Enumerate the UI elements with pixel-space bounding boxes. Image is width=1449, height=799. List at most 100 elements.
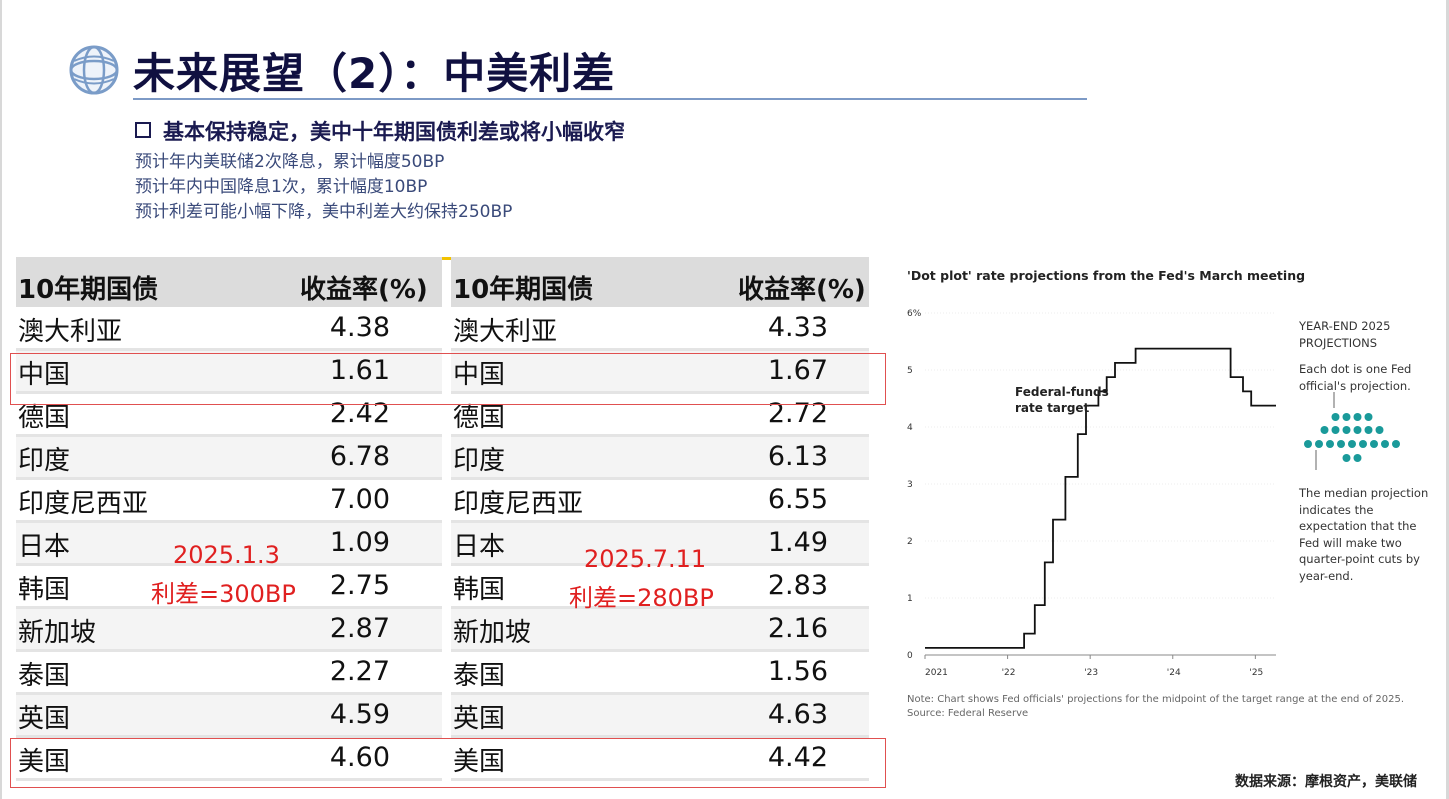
table-header: 10年期国债 收益率(%) <box>16 257 442 307</box>
projection-dots <box>1304 392 1400 470</box>
projection-dot <box>1364 426 1373 434</box>
china-highlight-box <box>10 353 886 405</box>
country-name: 英国 <box>453 704 506 734</box>
annotation-date-right: 2025.7.11 <box>584 545 707 573</box>
country-name: 新加坡 <box>453 618 532 648</box>
country-name: 印度 <box>453 446 506 476</box>
country-name: 澳大利亚 <box>453 317 558 347</box>
projection-dot <box>1353 413 1362 421</box>
yield-value: 6.13 <box>767 441 828 472</box>
dot-note: Each dot is one Fed official's projectio… <box>1299 362 1412 393</box>
table-row: 澳大利亚 4.33 <box>451 308 869 351</box>
projection-dot <box>1392 440 1400 448</box>
x-tick-label: '22 <box>1002 668 1016 678</box>
table-row: 英国 4.63 <box>451 695 869 738</box>
country-name: 韩国 <box>453 575 506 605</box>
projection-dot <box>1342 413 1351 421</box>
bullet-heading-text: 基本保持稳定，美中十年期国债利差或将小幅收窄 <box>163 120 625 144</box>
header-yield: 收益率(%) <box>300 275 428 305</box>
header-yield: 收益率(%) <box>738 275 866 305</box>
table-row: 印度 6.78 <box>16 437 442 480</box>
yield-value: 6.55 <box>767 484 828 515</box>
page-title: 未来展望（2）：中美利差 <box>133 49 616 98</box>
table-row: 新加坡 2.87 <box>16 609 442 652</box>
projection-dot <box>1331 426 1340 434</box>
yield-value: 4.33 <box>767 312 828 343</box>
country-name: 英国 <box>18 704 71 734</box>
chart-note: Note: Chart shows Fed officials' project… <box>907 694 1405 705</box>
country-name: 新加坡 <box>18 618 97 648</box>
table-row: 澳大利亚 4.38 <box>16 308 442 351</box>
table-row: 中国 1.61 <box>16 351 442 394</box>
country-name: 美国 <box>453 747 506 777</box>
table-row: 泰国 1.56 <box>451 652 869 695</box>
y-tick-label: 5 <box>907 366 913 376</box>
x-tick-label: '24 <box>1167 668 1181 678</box>
projection-dot <box>1359 440 1367 448</box>
x-tick-label: '25 <box>1249 668 1263 678</box>
y-tick-label: 3 <box>907 480 913 490</box>
yield-value: 4.60 <box>329 742 390 773</box>
series-label: Federal-funds rate target <box>1015 385 1109 415</box>
globe-icon <box>69 45 119 95</box>
table-row: 韩国 2.75 <box>16 566 442 609</box>
bullet-line-2: 预计年内中国降息1次，累计幅度10BP <box>135 177 428 197</box>
country-name: 德国 <box>18 403 71 433</box>
country-name: 日本 <box>18 532 71 562</box>
yield-value: 6.78 <box>329 441 390 472</box>
table-row: 美国 4.42 <box>451 738 869 781</box>
table-row: 印度尼西亚 6.55 <box>451 480 869 523</box>
projection-dot <box>1342 426 1351 434</box>
bullet-line-3: 预计利差可能小幅下降，美中利差大约保持250BP <box>135 202 513 222</box>
yield-value: 1.49 <box>767 527 828 558</box>
country-name: 泰国 <box>453 661 506 691</box>
country-name: 日本 <box>453 532 506 562</box>
yield-value: 2.16 <box>767 613 828 644</box>
table-row: 日本 1.49 <box>451 523 869 566</box>
projection-dot <box>1381 440 1389 448</box>
fed-funds-chart: 0 1 2 3 4 5 6% 2021 '22 '23 '24 '25 <box>907 309 1276 678</box>
chart-title: 'Dot plot' rate projections from the Fed… <box>907 268 1306 283</box>
yield-value: 1.67 <box>767 355 828 386</box>
data-source-footer: 数据来源：摩根资产，美联储 <box>1235 774 1417 790</box>
table-row: 英国 4.59 <box>16 695 442 738</box>
country-name: 美国 <box>18 747 71 777</box>
header-bond: 10年期国债 <box>18 275 159 305</box>
yield-value: 2.83 <box>767 570 828 601</box>
y-tick-label: 4 <box>907 423 913 433</box>
chart-source: Source: Federal Reserve <box>907 708 1029 719</box>
table-row: 美国 4.60 <box>16 738 442 781</box>
projection-dot <box>1315 440 1323 448</box>
median-note: The median projection indicates the expe… <box>1299 486 1429 583</box>
projection-dot <box>1364 413 1373 421</box>
fed-funds-step-line <box>925 347 1276 649</box>
country-name: 韩国 <box>18 575 71 605</box>
yield-value: 1.09 <box>329 527 390 558</box>
yield-value: 2.75 <box>329 570 390 601</box>
projection-dot <box>1304 440 1312 448</box>
country-name: 泰国 <box>18 661 71 691</box>
yield-value: 1.56 <box>767 656 828 687</box>
left-border <box>0 0 2 799</box>
projection-dot <box>1331 413 1340 421</box>
yield-value: 4.59 <box>329 699 390 730</box>
yield-value: 4.63 <box>767 699 828 730</box>
projection-dot <box>1342 454 1351 462</box>
country-name: 澳大利亚 <box>18 317 123 347</box>
bullet-line-1: 预计年内美联储2次降息，累计幅度50BP <box>135 152 445 172</box>
table-row: 德国 2.42 <box>16 394 442 437</box>
projection-dot <box>1370 440 1378 448</box>
yield-value: 2.42 <box>329 398 390 429</box>
projection-dot <box>1337 440 1345 448</box>
x-tick-label: '23 <box>1084 668 1098 678</box>
table-row: 中国 1.67 <box>451 351 869 394</box>
projection-dot <box>1326 440 1334 448</box>
country-name: 印度尼西亚 <box>453 489 584 519</box>
country-name: 中国 <box>18 360 71 390</box>
y-tick-label: 6% <box>907 309 922 319</box>
yield-value: 1.61 <box>329 355 390 386</box>
yield-value: 4.42 <box>767 742 828 773</box>
title-underline <box>133 98 1087 100</box>
projection-dot <box>1375 426 1384 434</box>
country-name: 德国 <box>453 403 506 433</box>
